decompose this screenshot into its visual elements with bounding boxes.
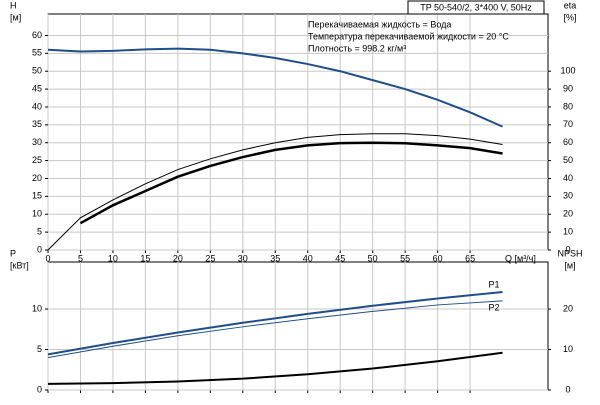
y-axis-label: [кВт] — [10, 260, 29, 270]
y-axis-label: P — [10, 248, 16, 258]
curve — [47, 300, 503, 359]
curve — [79, 141, 503, 225]
curve — [47, 290, 503, 356]
y-tick-label: 15 — [32, 191, 42, 201]
x-tick-label: 60 — [433, 253, 443, 263]
x-tick-label: 45 — [335, 253, 345, 263]
y2-tick-label: 30 — [563, 191, 573, 201]
y-tick-label: 60 — [32, 30, 42, 40]
series-label: P1 — [489, 279, 500, 289]
x-axis-label: Q [м³/ч] — [505, 253, 536, 263]
y-tick-label: 40 — [32, 101, 42, 111]
y-tick-label: 45 — [32, 83, 42, 93]
x-tick-label: 50 — [368, 253, 378, 263]
y2-tick-label: 60 — [563, 137, 573, 147]
annotation: Температура перекачиваемой жидкости = 20… — [308, 31, 509, 41]
y2-axis-label: [%] — [563, 12, 576, 22]
y-tick-label: 55 — [32, 48, 42, 58]
y-tick-label: 10 — [32, 303, 42, 313]
curve — [47, 47, 503, 128]
x-tick-label: 55 — [400, 253, 410, 263]
y2-tick-label: 90 — [563, 83, 573, 93]
x-tick-label: 65 — [465, 253, 475, 263]
x-tick-label: 20 — [173, 253, 183, 263]
x-tick-label: 0 — [45, 253, 50, 263]
plot-frame — [47, 261, 549, 391]
curve — [47, 351, 503, 385]
y-axis-label: H — [10, 0, 17, 10]
y-axis-label: [м] — [10, 12, 21, 22]
y2-tick-label: 0 — [565, 384, 570, 394]
y2-tick-label: 20 — [563, 209, 573, 219]
y2-tick-label: 100 — [560, 66, 575, 76]
title-box — [407, 0, 545, 15]
y2-axis-label: eta — [564, 0, 577, 10]
x-tick-label: 30 — [238, 253, 248, 263]
x-tick-label: 15 — [140, 253, 150, 263]
annotation: Плотность = 998.2 кг/м³ — [308, 43, 406, 53]
y2-tick-label: 80 — [563, 101, 573, 111]
curve — [47, 133, 503, 251]
y-tick-label: 20 — [32, 173, 42, 183]
x-tick-label: 35 — [270, 253, 280, 263]
y-tick-label: 10 — [32, 209, 42, 219]
chart-title: TP 50-540/2, 3*400 V, 50Hz — [420, 2, 532, 12]
y2-tick-label: 70 — [563, 119, 573, 129]
y-tick-label: 5 — [37, 226, 42, 236]
y2-tick-label: 10 — [563, 226, 573, 236]
annotation: Перекачиваемая жидкость = Вода — [308, 19, 451, 29]
y-tick-label: 0 — [37, 384, 42, 394]
y-tick-label: 5 — [37, 344, 42, 354]
x-tick-label: 40 — [303, 253, 313, 263]
y2-tick-label: 10 — [563, 344, 573, 354]
x-tick-label: 5 — [78, 253, 83, 263]
y-tick-label: 35 — [32, 119, 42, 129]
y2-axis-label: NPSH — [557, 248, 582, 258]
y2-axis-label: [м] — [564, 260, 575, 270]
y-tick-label: 30 — [32, 137, 42, 147]
y-tick-label: 50 — [32, 66, 42, 76]
y2-tick-label: 50 — [563, 155, 573, 165]
x-tick-label: 10 — [108, 253, 118, 263]
y-tick-label: 25 — [32, 155, 42, 165]
y2-tick-label: 0 — [565, 244, 570, 254]
series-label: P2 — [489, 302, 500, 312]
y2-tick-label: 40 — [563, 173, 573, 183]
y-tick-label: 0 — [37, 244, 42, 254]
x-tick-label: 25 — [205, 253, 215, 263]
y2-tick-label: 20 — [563, 303, 573, 313]
